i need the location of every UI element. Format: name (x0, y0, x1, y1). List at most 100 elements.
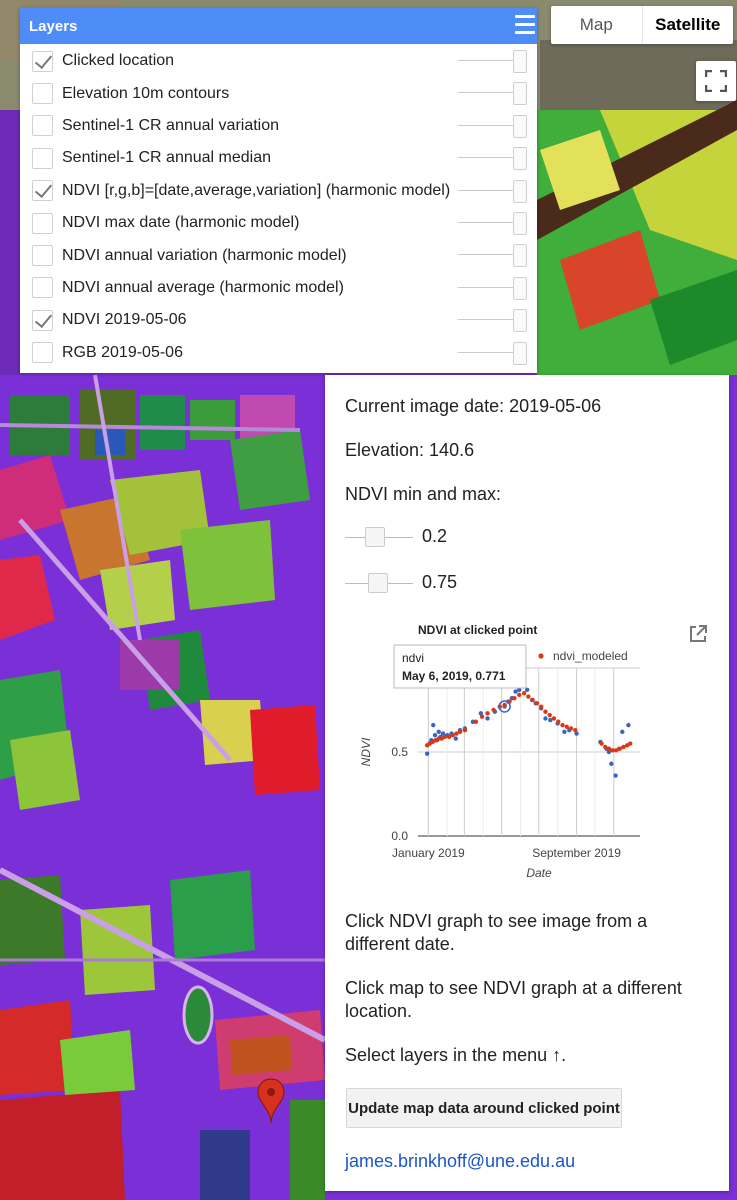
email-link[interactable]: james.brinkhoff@une.edu.au (345, 1151, 576, 1171)
layer-row[interactable]: Sentinel-1 CR annual variation (20, 110, 537, 142)
chart-point-ndvi (543, 716, 548, 721)
chart-y-tick-label: 0.0 (391, 829, 408, 843)
chart-point-ndvi-modeled (517, 692, 522, 698)
map-type-satellite-button[interactable]: Satellite (655, 15, 721, 34)
ndvi-min-slider-handle[interactable] (365, 527, 385, 547)
chart-point-ndvi (562, 729, 567, 735)
layer-label: Sentinel-1 CR annual variation (62, 116, 280, 134)
chart-point-ndvi-modeled (617, 746, 623, 751)
layer-checkbox[interactable] (32, 309, 53, 331)
chart-tooltip (393, 644, 527, 689)
chart-title: NDVI at clicked point (418, 623, 537, 637)
layer-checkbox[interactable] (32, 277, 53, 299)
layer-opacity-slider-track[interactable] (458, 221, 521, 223)
map-type-map-button[interactable]: Map (551, 6, 643, 44)
layer-label: NDVI 2019-05-06 (62, 311, 187, 329)
layer-checkbox[interactable] (32, 115, 53, 137)
chart-point-ndvi-modeled (551, 716, 557, 721)
layer-checkbox[interactable] (32, 180, 53, 202)
layer-row[interactable]: Sentinel-1 CR annual median (20, 142, 537, 174)
layer-opacity-slider-track[interactable] (458, 124, 521, 126)
layer-checkbox[interactable] (32, 147, 53, 169)
layer-checkbox[interactable] (32, 245, 53, 267)
ndvi-min-value: 0.2 (422, 526, 448, 546)
ndvi-min-slider[interactable]: 0.2 (345, 523, 545, 553)
layer-label: Sentinel-1 CR annual median (62, 149, 272, 167)
ndvi-max-slider-handle[interactable] (368, 573, 388, 593)
chart-point-ndvi-modeled (473, 719, 479, 724)
layer-checkbox[interactable] (32, 212, 53, 234)
layer-opacity-slider-track[interactable] (458, 351, 521, 353)
ndvi-minmax-label: NDVI min and max: (345, 484, 502, 504)
layer-row[interactable]: NDVI annual variation (harmonic model) (20, 239, 537, 271)
layer-row[interactable]: NDVI annual average (harmonic model) (20, 272, 537, 304)
fullscreen-icon (705, 70, 727, 92)
chart-point-ndvi-modeled (521, 691, 527, 696)
chart-point-ndvi (424, 751, 430, 756)
chart-point-ndvi-modeled (603, 744, 608, 750)
layer-opacity-slider-handle[interactable] (513, 244, 527, 268)
chart-point-ndvi (606, 749, 612, 755)
legend-marker-ndvi-modeled (538, 653, 544, 659)
layer-opacity-slider-handle[interactable] (513, 147, 527, 171)
chart-point-ndvi-modeled (547, 712, 552, 718)
layer-opacity-slider-track[interactable] (458, 189, 521, 191)
chart-point-ndvi-modeled (614, 748, 619, 753)
layer-row[interactable]: NDVI max date (harmonic model) (20, 207, 537, 239)
chart-x-axis-label: Date (526, 866, 552, 880)
chart-point-ndvi-modeled (610, 748, 615, 753)
layer-row[interactable]: Clicked location (20, 45, 537, 77)
layer-opacity-slider-track[interactable] (458, 286, 521, 288)
layer-label: Elevation 10m contours (62, 84, 230, 102)
layer-checkbox[interactable] (32, 50, 53, 72)
chart-point-ndvi-modeled (485, 711, 490, 716)
layer-opacity-slider-track[interactable] (458, 157, 521, 159)
layer-opacity-slider-handle[interactable] (513, 114, 527, 138)
chart-point-ndvi (513, 689, 518, 694)
popout-icon[interactable] (688, 624, 710, 646)
layer-row[interactable]: NDVI [r,g,b]=[date,average,variation] (h… (20, 175, 537, 207)
chart-point-ndvi-modeled (534, 701, 540, 706)
chart-point-ndvi-modeled (556, 719, 561, 724)
chart-point-ndvi (478, 711, 484, 716)
ndvi-max-slider[interactable]: 0.75 (345, 569, 545, 599)
layer-opacity-slider-handle[interactable] (513, 276, 527, 300)
ndvi-max-value: 0.75 (422, 572, 458, 592)
chart-point-ndvi (626, 722, 631, 728)
layer-opacity-slider-track[interactable] (458, 92, 521, 94)
chart-point-ndvi (620, 729, 625, 735)
layer-opacity-slider-handle[interactable] (513, 341, 527, 365)
chart-point-ndvi-modeled (512, 696, 517, 701)
layer-row[interactable]: RGB 2019-05-06 (20, 337, 537, 369)
layer-opacity-slider-handle[interactable] (513, 50, 527, 73)
chart-point-ndvi-modeled (564, 724, 570, 729)
layer-row[interactable]: Elevation 10m contours (20, 77, 537, 109)
layer-opacity-slider-handle[interactable] (513, 82, 527, 106)
info-panel: Current image date: 2019-05-06 Elevation… (325, 375, 729, 1191)
layer-row[interactable]: NDVI 2019-05-06 (20, 304, 537, 336)
layer-opacity-slider-track[interactable] (458, 60, 521, 61)
chart-point-ndvi (440, 731, 446, 736)
layer-opacity-slider-track[interactable] (458, 254, 521, 256)
current-image-date: Current image date: 2019-05-06 (345, 396, 602, 416)
layer-opacity-slider-handle[interactable] (513, 179, 527, 203)
layer-checkbox[interactable] (32, 342, 53, 364)
layers-title: Layers (29, 17, 78, 35)
chart-point-ndvi (613, 773, 618, 778)
chart-point-ndvi (574, 731, 579, 736)
clicked-location-marker-icon[interactable] (257, 1078, 285, 1124)
chart-point-ndvi-modeled (599, 741, 604, 746)
layer-opacity-slider-handle[interactable] (513, 211, 527, 235)
layer-opacity-slider-track[interactable] (458, 319, 521, 321)
fullscreen-button[interactable] (696, 61, 736, 101)
update-map-data-button[interactable]: Update map data around clicked point (346, 1088, 622, 1128)
chart-point-ndvi-modeled (621, 744, 626, 750)
layer-opacity-slider-handle[interactable] (513, 309, 527, 333)
layer-checkbox[interactable] (32, 83, 53, 105)
layers-menu-icon[interactable] (513, 13, 537, 39)
chart-point-ndvi-modeled (491, 707, 496, 713)
chart-x-tick-label: September 2019 (532, 846, 621, 860)
help-layers-text: Select layers in the menu ↑. (345, 1045, 567, 1065)
